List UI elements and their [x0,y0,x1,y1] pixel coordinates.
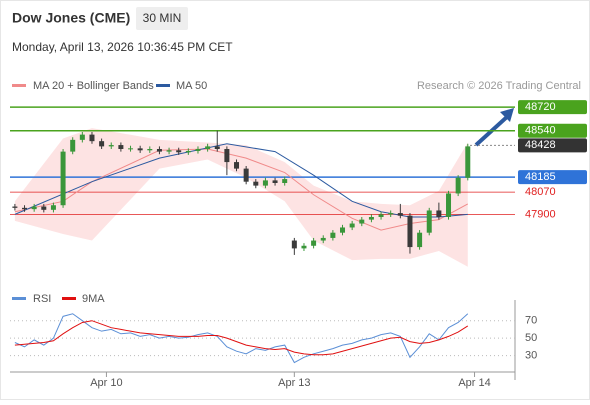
price-label-box [518,123,587,138]
candle-body [176,150,182,153]
candle-body [397,213,403,216]
legend-label: 9MA [82,293,105,305]
legend-swatch [156,84,170,87]
candle-body [301,245,307,249]
candle-body [417,232,423,248]
candle-body [22,207,28,210]
candle-body [436,210,442,217]
candle-body [156,149,162,152]
candle-body [407,215,413,248]
candle-body [291,240,297,249]
source: Research © 2026 Trading Central [417,80,581,92]
candle-body [224,149,230,163]
candle-body [128,148,134,150]
candle-body [455,177,461,194]
candle-body [70,139,76,152]
x-tick-label: Apr 14 [458,377,490,389]
x-tick-label: Apr 10 [90,377,122,389]
candle-body [108,145,114,147]
price-label: 47900 [525,208,556,220]
legend-swatch [12,84,26,87]
candle-body [446,193,452,217]
candle-body [426,210,432,233]
legend-label: MA 20 + Bollinger Bands [33,80,154,92]
rsi-tick-label: 50 [525,332,537,344]
price-label: 48720 [525,101,556,113]
price-label: 48428 [525,139,556,151]
candle-body [214,146,220,149]
candle-body [12,206,18,208]
candle-body [243,168,249,182]
ma50-line [14,143,468,218]
price-label-box [518,170,587,185]
candle-body [31,206,37,210]
candle-body [330,232,336,238]
candle-body [465,146,471,178]
candle-body [349,223,355,228]
candle-body [185,150,191,153]
interval-label[interactable]: 30 MIN [143,11,182,25]
candle-body [234,162,240,169]
rsi-tick-label: 30 [525,349,537,361]
rsi-tick-label: 70 [525,315,537,327]
candle-body [388,213,394,215]
price-label: 48070 [525,186,556,198]
candle-body [195,149,201,151]
candle-body [41,206,47,210]
candle-body [99,141,105,147]
candle-body [320,237,326,241]
candle-body [253,181,259,186]
price-label-box [518,100,587,115]
chart-title: Dow Jones (CME) [12,10,130,26]
legend-label: RSI [33,293,51,305]
candle-body [166,150,172,152]
candle-body [378,214,384,217]
rsi-line [14,320,469,356]
interval-button[interactable] [136,7,188,30]
candle-body [282,179,288,183]
price-label-box [518,138,587,153]
candle-body [137,148,143,151]
candle-body [272,180,278,183]
legend-swatch [62,297,76,300]
candle-body [340,227,346,233]
candle-body [147,149,153,151]
bollinger-band [14,128,468,267]
candle-body [79,134,85,140]
legend-label: MA 50 [176,80,207,92]
price-label: 48540 [525,125,556,137]
candle-body [359,219,365,224]
forecast-arrowhead [500,108,514,122]
candle-body [118,145,124,149]
x-tick-label: Apr 13 [278,377,310,389]
datetime: Monday, April 13, 2026 10:36:45 PM CET [12,40,233,54]
candle-body [50,205,56,210]
candle-body [262,180,268,186]
price-label: 48185 [525,171,556,183]
candle-body [311,240,317,246]
legend-swatch [12,297,26,300]
candle-body [368,217,374,220]
candle-body [60,151,66,206]
rsi-line [14,313,469,364]
candle-body [89,134,95,142]
candle-body [205,146,211,149]
